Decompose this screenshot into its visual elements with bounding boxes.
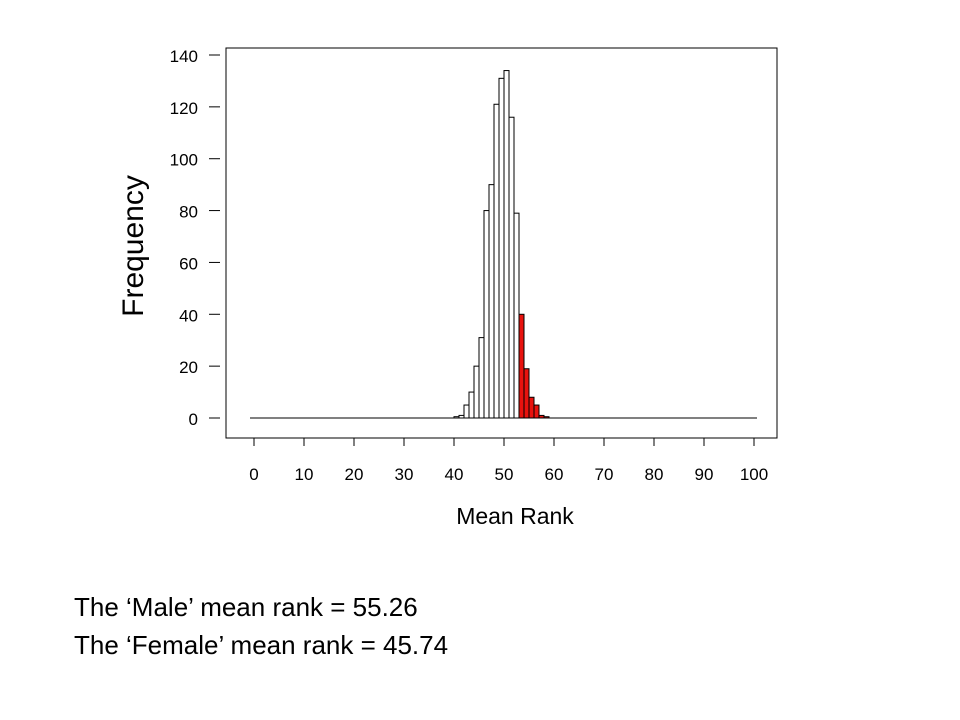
y-tick-label: 100 <box>170 151 198 170</box>
bar <box>453 416 460 419</box>
y-tick-label: 80 <box>179 203 198 222</box>
x-axis: 0 10 20 30 40 50 60 70 80 90 100 <box>249 438 768 484</box>
y-tick-label: 140 <box>170 47 198 66</box>
bar <box>478 337 485 419</box>
plot-frame <box>225 47 778 439</box>
highlighted-bar <box>533 404 540 419</box>
x-tick-label: 50 <box>495 465 514 484</box>
bar <box>498 77 505 419</box>
y-tick-label: 40 <box>179 306 198 325</box>
highlighted-bar <box>523 368 530 419</box>
x-tick-label: 60 <box>545 465 564 484</box>
x-tick-label: 40 <box>445 465 464 484</box>
histogram-chart: 0 20 40 60 80 100 120 140 0 10 20 30 40 50 60 70 80 90 10… <box>117 47 778 529</box>
x-tick-label: 30 <box>395 465 414 484</box>
x-axis-label: Mean Rank <box>456 503 574 529</box>
x-tick-label: 90 <box>695 465 714 484</box>
bar <box>488 184 495 419</box>
bar <box>503 70 510 419</box>
bar <box>513 212 520 419</box>
y-axis: 0 20 40 60 80 100 120 140 <box>170 47 220 429</box>
x-tick-label: 100 <box>740 465 768 484</box>
bars-group <box>453 70 550 419</box>
highlighted-bar <box>528 396 535 419</box>
y-axis-label: Frequency <box>117 175 150 317</box>
x-tick-label: 80 <box>645 465 664 484</box>
y-tick-label: 0 <box>189 410 198 429</box>
y-tick-label: 60 <box>179 254 198 273</box>
bar <box>483 210 490 419</box>
bar <box>493 103 500 419</box>
bar <box>458 414 465 419</box>
highlighted-bar <box>543 416 550 419</box>
x-tick-label: 70 <box>595 465 614 484</box>
highlighted-bar <box>518 313 525 419</box>
x-tick-label: 10 <box>295 465 314 484</box>
male-mean-rank-caption: The ‘Male’ mean rank = 55.26 <box>74 592 418 622</box>
highlighted-bar <box>538 414 545 419</box>
x-tick-label: 20 <box>345 465 364 484</box>
female-mean-rank-caption: The ‘Female’ mean rank = 45.74 <box>74 630 449 660</box>
bar <box>468 391 475 419</box>
bar <box>473 365 480 419</box>
x-tick-label: 0 <box>249 465 258 484</box>
y-tick-label: 120 <box>170 99 198 118</box>
bar <box>463 404 470 419</box>
y-tick-label: 20 <box>179 358 198 377</box>
bar <box>508 116 515 419</box>
